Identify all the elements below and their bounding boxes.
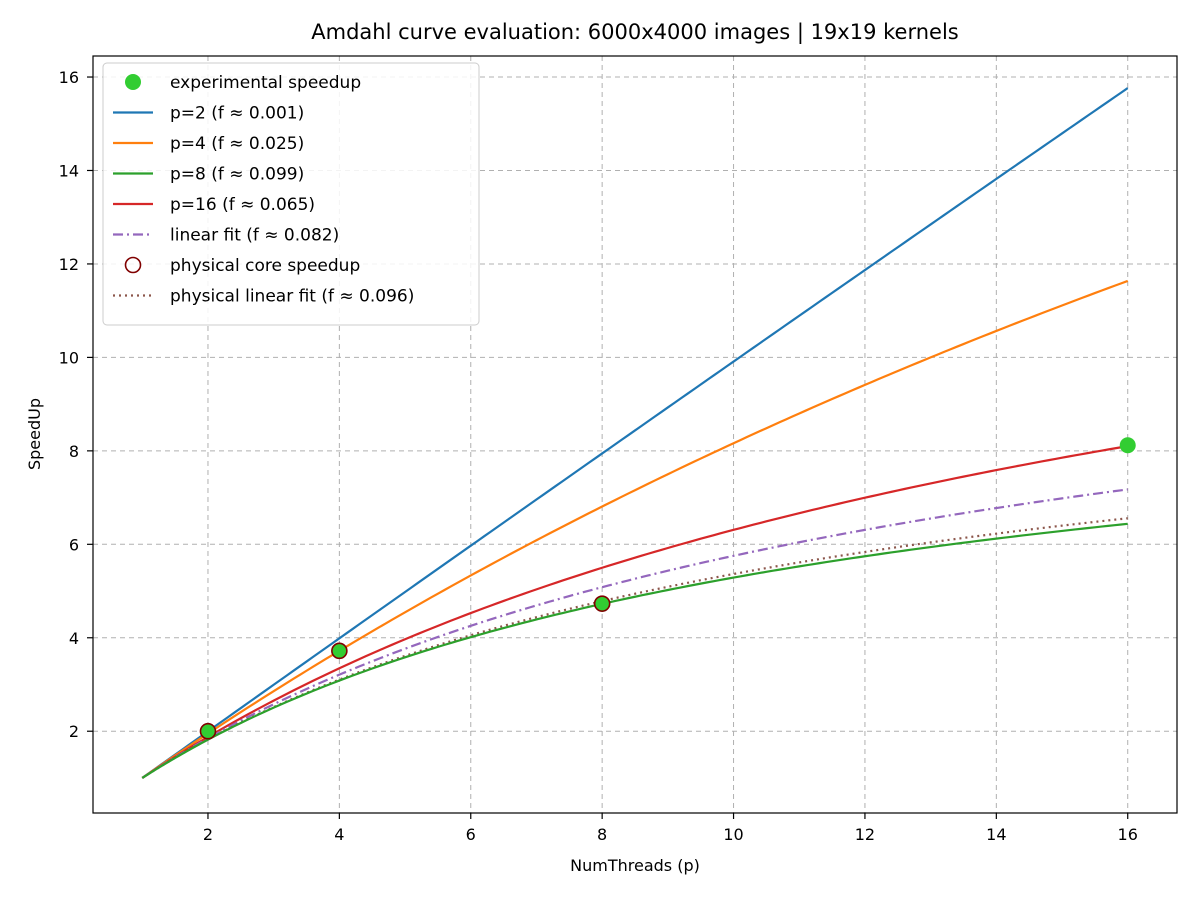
legend-label: linear fit (f ≈ 0.082) bbox=[170, 226, 339, 246]
series-layer bbox=[141, 87, 1136, 779]
legend-label: p=16 (f ≈ 0.065) bbox=[170, 195, 315, 215]
legend-entry-physical-linear-fit-f-0-096: physical linear fit (f ≈ 0.096) bbox=[113, 287, 414, 307]
x-tick-label: 2 bbox=[203, 825, 213, 844]
x-tick-label: 12 bbox=[855, 825, 875, 844]
physical-core-point bbox=[331, 642, 348, 660]
y-tick-label: 8 bbox=[69, 442, 79, 461]
axis-ticks: 2 4 6 8 10 12 14 16 2 4 6 8 10 12 14 16 bbox=[59, 68, 1138, 844]
x-tick-label: 4 bbox=[334, 825, 344, 844]
x-tick-label: 16 bbox=[1118, 825, 1138, 844]
legend-entry-p-4-f-0-025: p=4 (f ≈ 0.025) bbox=[113, 134, 304, 154]
experimental-point bbox=[331, 642, 348, 659]
x-axis-label: NumThreads (p) bbox=[570, 856, 700, 875]
physical-core-point bbox=[593, 595, 611, 612]
legend-label: physical linear fit (f ≈ 0.096) bbox=[170, 287, 414, 307]
y-tick-label: 2 bbox=[69, 722, 79, 741]
x-tick-label: 8 bbox=[597, 825, 607, 844]
legend-entry-p-16-f-0-065: p=16 (f ≈ 0.065) bbox=[113, 195, 315, 215]
series-line-linear-fit-f-0-082 bbox=[141, 488, 1128, 779]
legend-label: p=4 (f ≈ 0.025) bbox=[170, 134, 304, 154]
legend: experimental speedup p=2 (f ≈ 0.001) p=4 (… bbox=[102, 62, 480, 326]
y-tick-label: 4 bbox=[69, 629, 79, 648]
experimental-point bbox=[199, 723, 216, 740]
x-tick-label: 6 bbox=[466, 825, 476, 844]
series-line-p-4-f-0-025 bbox=[141, 279, 1129, 779]
legend-entry-p-8-f-0-099: p=8 (f ≈ 0.099) bbox=[113, 165, 304, 185]
series-line-p-2-f-0-001 bbox=[141, 87, 1129, 779]
legend-entry-physical-core-speedup: physical core speedup bbox=[124, 256, 360, 276]
legend-label: p=8 (f ≈ 0.099) bbox=[170, 165, 304, 185]
legend-box bbox=[102, 62, 480, 326]
series-line-p-8-f-0-099 bbox=[141, 522, 1128, 779]
y-axis-label: SpeedUp bbox=[25, 398, 44, 470]
plot-frame bbox=[92, 55, 1178, 814]
legend-label: physical core speedup bbox=[170, 256, 360, 276]
y-tick-label: 16 bbox=[59, 68, 79, 87]
legend-label: p=2 (f ≈ 0.001) bbox=[170, 104, 304, 124]
chart-title: Amdahl curve evaluation: 6000x4000 image… bbox=[311, 20, 958, 45]
legend-label: experimental speedup bbox=[170, 73, 361, 93]
legend-entry-linear-fit-f-0-082: linear fit (f ≈ 0.082) bbox=[113, 226, 339, 246]
experimental-point bbox=[1119, 437, 1136, 454]
legend-entry-experimental-speedup: experimental speedup bbox=[125, 73, 361, 93]
y-tick-label: 12 bbox=[59, 255, 79, 274]
x-tick-label: 14 bbox=[986, 825, 1006, 844]
series-line-p-16-f-0-065 bbox=[141, 445, 1128, 779]
y-tick-label: 6 bbox=[69, 535, 79, 554]
y-tick-label: 10 bbox=[59, 348, 79, 367]
legend-entry-p-2-f-0-001: p=2 (f ≈ 0.001) bbox=[113, 104, 304, 124]
y-tick-label: 14 bbox=[59, 161, 79, 180]
series-line-physical-linear-fit-f-0-096 bbox=[141, 517, 1128, 779]
x-tick-label: 10 bbox=[723, 825, 743, 844]
legend-marker bbox=[124, 256, 142, 274]
experimental-point bbox=[594, 595, 611, 612]
legend-marker bbox=[125, 74, 141, 90]
physical-core-point bbox=[199, 722, 217, 740]
